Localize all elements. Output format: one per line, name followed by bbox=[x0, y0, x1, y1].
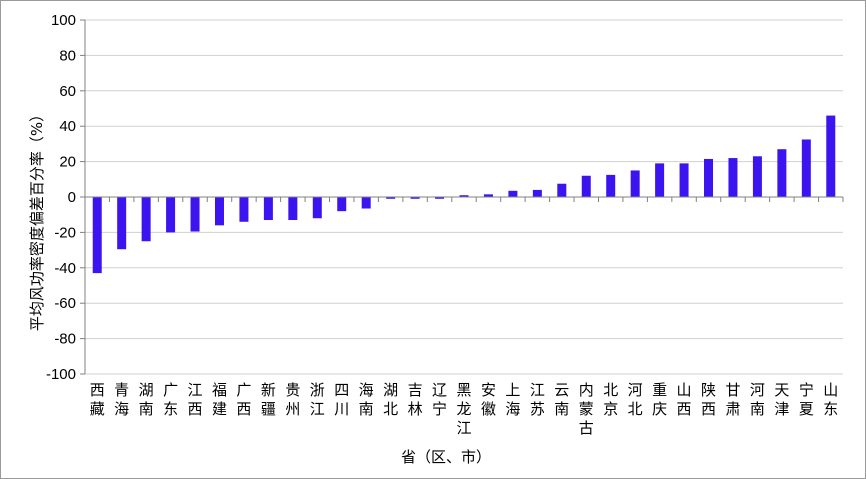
y-tick-label: -20 bbox=[54, 224, 76, 241]
x-tick-label: 贵州 bbox=[285, 381, 300, 418]
x-tick-label: 北京 bbox=[603, 381, 618, 418]
bar bbox=[508, 190, 518, 197]
x-tick-label: 江西 bbox=[188, 381, 203, 418]
bars bbox=[92, 115, 836, 274]
y-tick-label: -100 bbox=[46, 366, 76, 383]
bar bbox=[752, 156, 762, 197]
bar bbox=[704, 158, 714, 197]
bar bbox=[728, 158, 738, 197]
bar bbox=[557, 183, 567, 197]
x-tick-label: 湖北 bbox=[383, 381, 398, 418]
x-tick-label: 海南 bbox=[359, 381, 374, 418]
y-tick-label: -80 bbox=[54, 331, 76, 348]
y-tick-label: 100 bbox=[51, 12, 76, 29]
x-tick-label: 河南 bbox=[750, 381, 765, 418]
bar bbox=[92, 197, 102, 274]
x-tick-label: 青海 bbox=[114, 381, 129, 418]
x-axis bbox=[84, 20, 844, 374]
bar bbox=[239, 197, 249, 222]
bar bbox=[337, 197, 347, 212]
bar bbox=[214, 197, 224, 226]
x-axis-title: 省（区、市） bbox=[401, 448, 491, 466]
x-tick-label: 山西 bbox=[677, 381, 692, 418]
x-tick-label: 甘肃 bbox=[725, 381, 740, 418]
bar bbox=[655, 163, 665, 197]
x-tick-label: 上海 bbox=[505, 381, 520, 418]
bar bbox=[166, 197, 176, 233]
bar bbox=[386, 197, 396, 199]
x-tick-label: 黑龙江 bbox=[456, 381, 471, 437]
bar bbox=[826, 115, 836, 197]
bar bbox=[459, 195, 469, 197]
bar bbox=[435, 197, 445, 199]
x-tick-label: 吉林 bbox=[408, 381, 423, 418]
x-tick-label: 安徽 bbox=[481, 381, 496, 418]
y-tick-label: 0 bbox=[68, 189, 76, 206]
bar bbox=[483, 194, 493, 197]
bar bbox=[777, 149, 787, 197]
x-tick-label: 广东 bbox=[163, 381, 178, 418]
x-tick-label: 重庆 bbox=[652, 381, 667, 418]
x-tick-label: 云南 bbox=[554, 381, 569, 418]
bar bbox=[532, 189, 542, 197]
x-tick-label: 山东 bbox=[823, 381, 838, 418]
y-tick-label: 20 bbox=[59, 154, 76, 171]
x-tick-label: 陕西 bbox=[701, 381, 716, 418]
x-tick-label: 宁夏 bbox=[799, 381, 814, 418]
y-axis-title: 平均风功率密度偏差百分率（%） bbox=[28, 107, 46, 331]
y-tick-label: -40 bbox=[54, 260, 76, 277]
y-axis-ticks: -100 -80 -60 -40 -20 0 20 40 60 80 100 bbox=[46, 12, 85, 383]
bar bbox=[410, 197, 420, 199]
bar bbox=[190, 197, 200, 232]
x-tick-label: 新疆 bbox=[261, 381, 276, 418]
y-tick-label: -60 bbox=[54, 295, 76, 312]
bar bbox=[679, 163, 689, 197]
bar bbox=[312, 197, 322, 219]
bar bbox=[288, 197, 298, 221]
y-tick-label: 40 bbox=[59, 118, 76, 135]
bar bbox=[361, 197, 371, 209]
x-tick-label: 河北 bbox=[628, 381, 643, 418]
bar bbox=[630, 170, 640, 197]
x-tick-label: 广西 bbox=[236, 381, 251, 418]
x-tick-label: 福建 bbox=[212, 381, 227, 418]
bar bbox=[606, 174, 616, 197]
x-tick-label: 四川 bbox=[334, 381, 349, 418]
x-tick-label: 江苏 bbox=[530, 381, 545, 418]
x-tick-label: 西藏 bbox=[90, 381, 105, 418]
bar bbox=[141, 197, 151, 242]
bar bbox=[117, 197, 127, 250]
x-tick-label: 天津 bbox=[774, 381, 789, 418]
x-tick-label: 辽宁 bbox=[432, 381, 447, 418]
y-tick-label: 60 bbox=[59, 83, 76, 100]
x-tick-label: 浙江 bbox=[310, 381, 325, 418]
x-tick-label: 内蒙古 bbox=[579, 381, 594, 437]
bar bbox=[581, 175, 591, 197]
bar bbox=[801, 139, 811, 197]
category-labels: 西藏青海湖南广东江西福建广西新疆贵州浙江四川海南湖北吉林辽宁黑龙江安徽上海江苏云… bbox=[90, 381, 839, 437]
bar bbox=[263, 197, 273, 221]
x-tick-label: 湖南 bbox=[139, 381, 154, 418]
y-tick-label: 80 bbox=[59, 47, 76, 64]
